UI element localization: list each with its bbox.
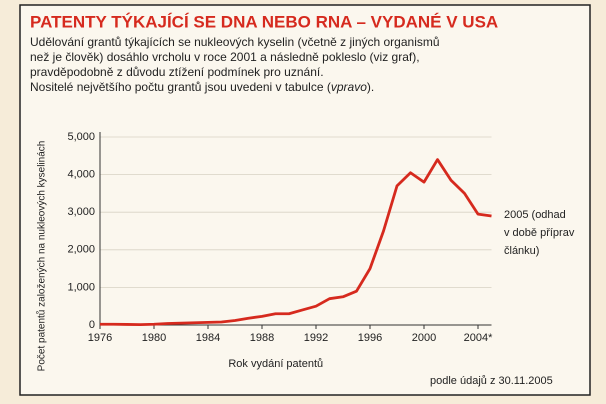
y-tick-label: 1,000 [67, 281, 95, 293]
subtitle-part: ). [367, 80, 374, 94]
x-axis-label: Rok vydání patentů [228, 358, 323, 370]
subtitle-part: Udělování grantů týkajících se nukleovýc… [30, 35, 440, 49]
subtitle: Udělování grantů týkajících se nukleovýc… [30, 35, 440, 94]
chart-title: PATENTY TÝKAJÍCÍ SE DNA NEBO RNA – VYDAN… [30, 12, 498, 31]
y-tick-label: 0 [89, 319, 95, 331]
y-tick-label: 3,000 [67, 206, 95, 218]
subtitle-part: než je člověk) dosáhlo vrcholu v roce 20… [30, 50, 420, 64]
source: podle údajů z 30.11.2005 [430, 375, 553, 387]
subtitle-line: pravděpodobně z důvodu ztížení podmínek … [30, 65, 324, 79]
subtitle-line: Nositelé největšího počtu grantů jsou uv… [30, 80, 374, 94]
x-tick-label: 1988 [250, 332, 274, 344]
subtitle-part: pravděpodobně z důvodu ztížení podmínek … [30, 65, 324, 79]
x-tick-label: 1996 [358, 332, 382, 344]
x-tick-label: 1984 [196, 332, 220, 344]
data-line [100, 158, 492, 327]
x-tick-label: 2004* [464, 332, 493, 344]
y-axis-label: Počet patentů založených na nukleových k… [36, 141, 48, 372]
annotation: článku) [504, 245, 539, 257]
annotation: v době příprav [504, 227, 575, 239]
y-tick-label: 2,000 [67, 244, 95, 256]
y-tick-label: 5,000 [67, 131, 95, 143]
x-tick-label: 1976 [88, 332, 112, 344]
subtitle-part: vpravo [331, 80, 367, 94]
y-tick-label: 4,000 [67, 169, 95, 181]
x-tick-label: 2000 [412, 332, 436, 344]
x-tick-label: 1980 [142, 332, 166, 344]
subtitle-part: Nositelé největšího počtu grantů jsou uv… [30, 80, 331, 94]
annotation: 2005 (odhad [504, 209, 566, 221]
panel [19, 4, 591, 396]
subtitle-line: než je člověk) dosáhlo vrcholu v roce 20… [30, 50, 420, 64]
x-tick-label: 1992 [304, 332, 328, 344]
subtitle-line: Udělování grantů týkajících se nukleovýc… [30, 35, 440, 49]
